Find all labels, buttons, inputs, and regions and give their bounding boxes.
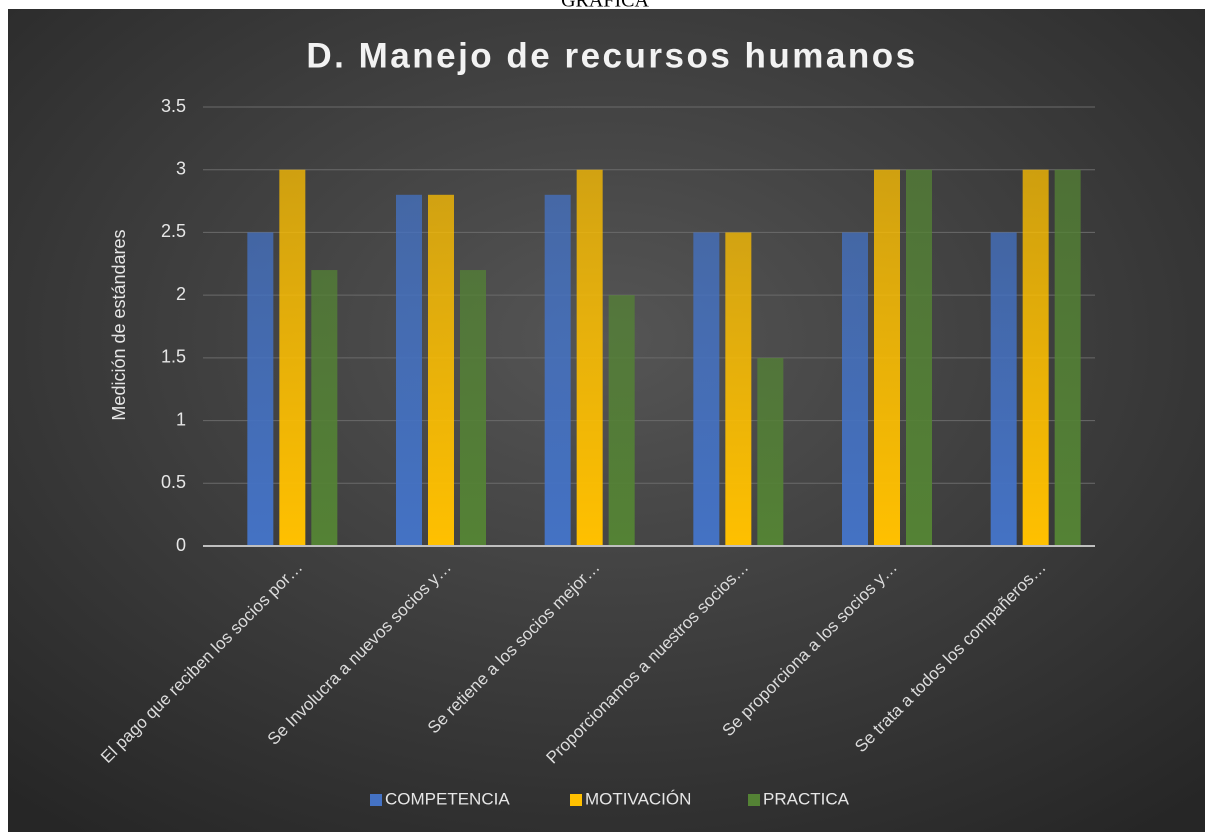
y-axis-label: Medición de estándares bbox=[109, 229, 129, 420]
bar bbox=[544, 194, 571, 547]
y-tick-label: 1.5 bbox=[161, 347, 186, 367]
bar bbox=[874, 169, 900, 546]
y-tick-label: 2 bbox=[176, 284, 186, 304]
bar bbox=[842, 232, 868, 546]
bar bbox=[247, 232, 274, 546]
legend-label: MOTIVACIÓN bbox=[585, 789, 691, 808]
bar bbox=[693, 232, 720, 546]
legend-label: PRACTICA bbox=[763, 789, 850, 808]
legend-label: COMPETENCIA bbox=[385, 789, 510, 808]
bar bbox=[990, 232, 1017, 546]
bar bbox=[396, 194, 422, 547]
y-tick-label: 2.5 bbox=[161, 221, 186, 241]
bar bbox=[1054, 169, 1081, 546]
bar bbox=[311, 270, 338, 546]
bar bbox=[725, 232, 752, 546]
legend-swatch bbox=[748, 794, 760, 806]
y-tick-label: 1 bbox=[176, 409, 186, 429]
y-tick-label: 3.5 bbox=[161, 96, 186, 116]
legend-swatch bbox=[570, 794, 582, 806]
bar bbox=[428, 194, 454, 547]
y-tick-label: 3 bbox=[176, 158, 186, 178]
bar bbox=[757, 357, 784, 546]
page-heading: GRÁFICA bbox=[561, 0, 649, 12]
bar bbox=[460, 270, 486, 546]
legend-swatch bbox=[370, 794, 382, 806]
y-tick-label: 0.5 bbox=[161, 472, 186, 492]
bar bbox=[576, 169, 603, 546]
chart-title: D. Manejo de recursos humanos bbox=[306, 36, 917, 75]
bar bbox=[608, 295, 635, 546]
bar bbox=[1022, 169, 1049, 546]
bar bbox=[279, 169, 306, 546]
y-tick-label: 0 bbox=[176, 535, 186, 555]
bar bbox=[906, 169, 932, 546]
